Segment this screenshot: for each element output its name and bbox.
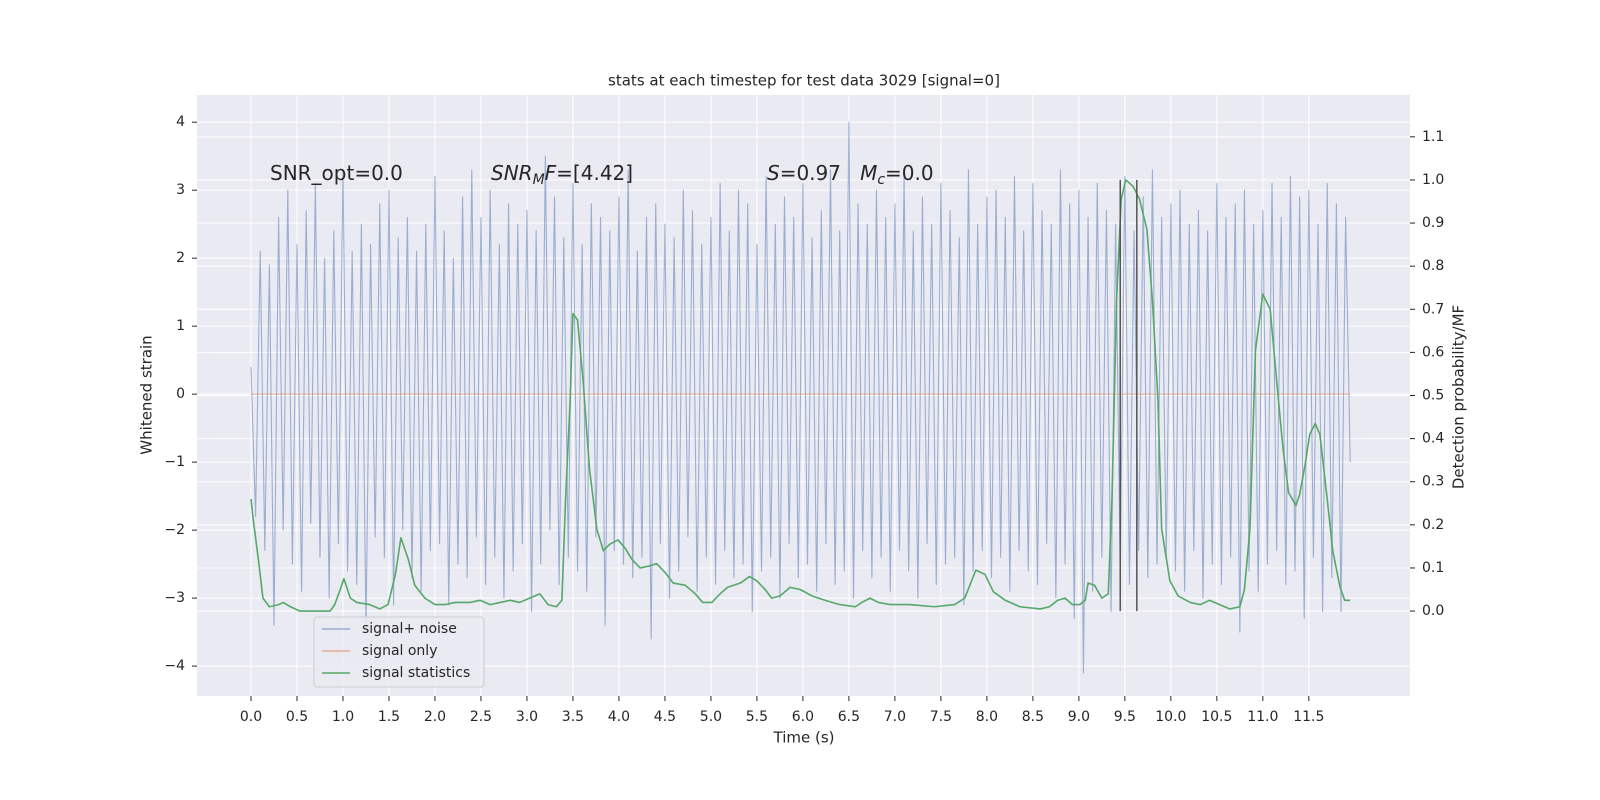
x-tick-label: 1.5 <box>378 709 400 725</box>
y2-tick-label: 1.1 <box>1422 129 1444 145</box>
y-tick-label: −4 <box>164 658 185 674</box>
annotation-part: =0.97 <box>780 161 860 185</box>
x-tick-label: 7.0 <box>884 709 906 725</box>
x-tick-label: 9.5 <box>1114 709 1136 725</box>
y-tick-label: −2 <box>164 522 185 538</box>
x-tick-label: 9.0 <box>1068 709 1090 725</box>
x-tick-label: 3.5 <box>562 709 584 725</box>
series-line <box>250 179 1351 612</box>
y-tick-label: 4 <box>176 114 185 130</box>
y-axis-label: Whitened strain <box>138 335 156 454</box>
annotation-part: c <box>877 172 885 188</box>
annotation-part: M <box>860 161 877 185</box>
y2-tick-label: 0.1 <box>1422 560 1444 576</box>
y-tick-label: 3 <box>176 182 185 198</box>
x-tick-label: 1.0 <box>332 709 354 725</box>
x-tick-label: 4.5 <box>654 709 676 725</box>
x-tick-label: 10.5 <box>1201 709 1232 725</box>
x-tick-label: 10.0 <box>1155 709 1186 725</box>
chart-title: stats at each timestep for test data 302… <box>608 72 1000 90</box>
y2-axis-label: Detection probability/MF <box>1450 305 1468 489</box>
x-tick-label: 5.5 <box>746 709 768 725</box>
x-tick-label: 6.5 <box>838 709 860 725</box>
y2-tick-label: 0.6 <box>1422 344 1444 360</box>
y2-tick-label: 0.4 <box>1422 431 1444 447</box>
marks: SNR_opt=0.0 SNRMF=[4.42] S=0.97 Mc=0.0 <box>250 121 1351 674</box>
series-line <box>250 121 1351 674</box>
legend-label: signal+ noise <box>362 621 457 637</box>
annotation: SNR_opt=0.0 <box>270 161 403 185</box>
x-tick-label: 5.0 <box>700 709 722 725</box>
y2-tick-label: 0.5 <box>1422 388 1444 404</box>
y2-tick-label: 0.3 <box>1422 474 1444 490</box>
y2-tick-label: 0.8 <box>1422 258 1444 274</box>
annotation-part: SNR_opt=0.0 <box>270 161 403 185</box>
annotation-part: F <box>545 161 557 185</box>
x-tick-label: 2.0 <box>424 709 446 725</box>
y2-tick-label: 0.0 <box>1422 603 1444 619</box>
x-tick-label: 7.5 <box>930 709 952 725</box>
y-tick-label: 0 <box>176 386 185 402</box>
y-tick-label: −1 <box>164 454 185 470</box>
annotation: SNRMF=[4.42] <box>491 161 633 189</box>
y-tick-label: 2 <box>176 250 185 266</box>
x-tick-label: 0.0 <box>240 709 262 725</box>
annotation-part: =0.0 <box>885 161 934 185</box>
x-tick-label: 8.5 <box>1022 709 1044 725</box>
x-tick-label: 6.0 <box>792 709 814 725</box>
x-tick-label: 8.0 <box>976 709 998 725</box>
legend-label: signal statistics <box>362 665 470 681</box>
annotation-part: =[4.42] <box>556 161 633 185</box>
annotation-part: SNR <box>491 161 533 185</box>
legend-box <box>313 616 485 688</box>
x-tick-label: 2.5 <box>470 709 492 725</box>
annotation-part: S <box>767 161 780 185</box>
legend: signal+ noise signal only signal statistic… <box>313 616 485 688</box>
legend-label: signal only <box>362 643 437 659</box>
x-tick-label: 11.5 <box>1293 709 1324 725</box>
y2-tick-label: 0.2 <box>1422 517 1444 533</box>
x-tick-label: 4.0 <box>608 709 630 725</box>
x-tick-label: 0.5 <box>286 709 308 725</box>
annotation-part: M <box>533 172 545 188</box>
x-axis-label: Time (s) <box>773 729 835 747</box>
y-tick-label: −3 <box>164 590 185 606</box>
annotation: S=0.97 Mc=0.0 <box>767 161 934 189</box>
y2-tick-label: 1.0 <box>1422 172 1444 188</box>
y-tick-label: 1 <box>176 318 185 334</box>
x-tick-label: 11.0 <box>1247 709 1278 725</box>
y2-tick-label: 0.9 <box>1422 215 1444 231</box>
x-tick-label: 3.0 <box>516 709 538 725</box>
y2-tick-label: 0.7 <box>1422 301 1444 317</box>
axes: 0.0 0.5 1.0 1.5 2.0 2.5 3.0 3.5 4.0 4.5 5.0 5.5 6.0 6… <box>164 114 1444 725</box>
